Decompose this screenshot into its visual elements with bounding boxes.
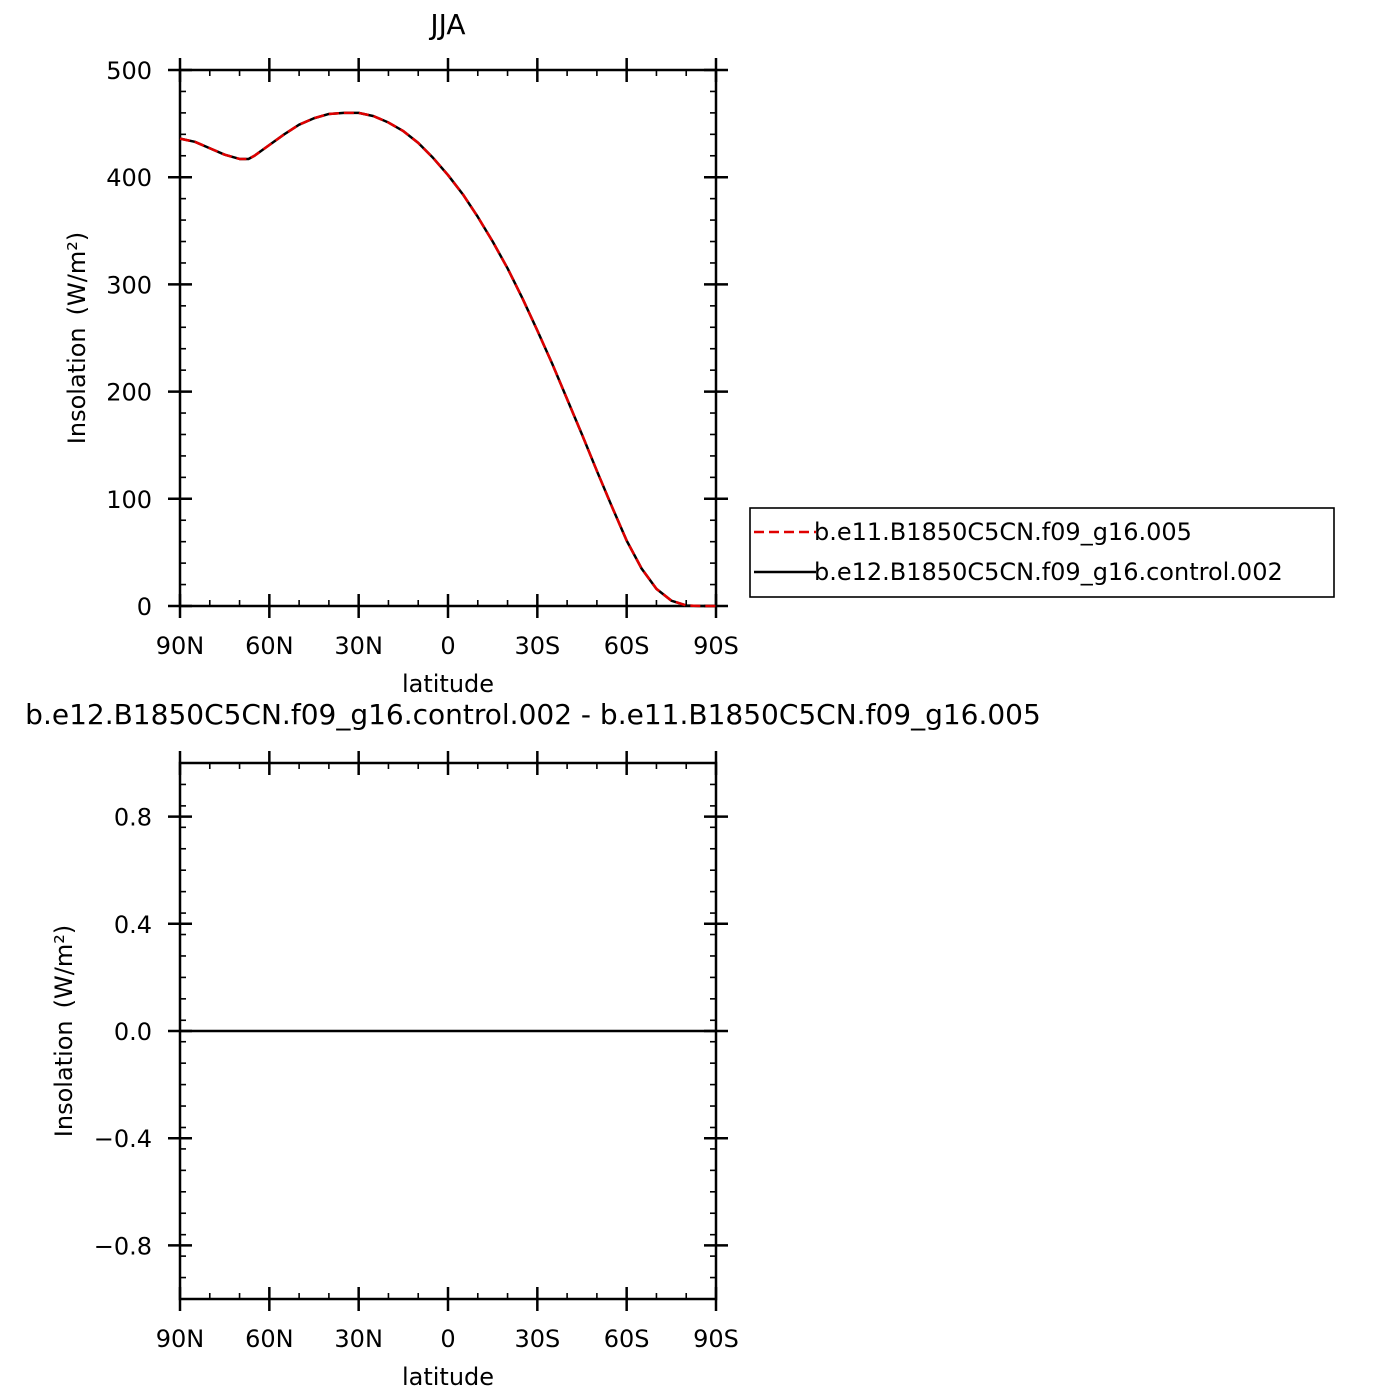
top-x-axis-label: latitude <box>402 670 494 698</box>
top-chart-title: JJA <box>428 8 465 41</box>
legend-label-series-1: b.e11.B1850C5CN.f09_g16.005 <box>814 518 1192 546</box>
bottom-y-tick-label: 0.0 <box>114 1018 152 1046</box>
bottom-y-axis-label-unit: (W/m²) <box>50 925 78 1009</box>
bottom-y-tick-label: 0.4 <box>114 911 152 939</box>
bottom-y-axis-label: Insolation (W/m²) <box>50 925 78 1137</box>
top-x-tick-label: 30S <box>514 632 560 660</box>
bottom-y-tick-label: −0.4 <box>94 1125 152 1153</box>
bottom-x-tick-label: 60S <box>604 1325 650 1353</box>
top-y-tick-label: 400 <box>106 164 152 192</box>
bottom-y-tick-label: 0.8 <box>114 804 152 832</box>
legend-label-series-2: b.e12.B1850C5CN.f09_g16.control.002 <box>814 558 1283 586</box>
top-panel: JJA 90N 60N 30N 0 30S 60S 90S0100200300400500 … <box>63 8 1335 698</box>
top-y-tick-label: 100 <box>106 486 152 514</box>
top-series-line-2 <box>179 111 716 608</box>
top-y-tick-label: 200 <box>106 379 152 407</box>
bottom-x-tick-label: 90N <box>156 1325 205 1353</box>
top-x-tick-label: 30N <box>334 632 383 660</box>
bottom-x-tick-label: 30S <box>514 1325 560 1353</box>
top-y-tick-label: 300 <box>106 271 152 299</box>
top-y-axis-label: Insolation (W/m²) <box>63 232 91 444</box>
bottom-plot-area: 90N 60N 30N 0 30S 60S 90S −0.8 −0.4 0.0 0.4 0.8 <box>94 751 739 1353</box>
bottom-x-tick-label: 0 <box>440 1325 455 1353</box>
bottom-panel: b.e12.B1850C5CN.f09_g16.control.002 - b.… <box>25 698 1041 1391</box>
bottom-x-axis-label: latitude <box>402 1363 494 1391</box>
top-plot-area: 90N 60N 30N 0 30S 60S 90S 0 100 200 300 400 500 <box>106 57 739 660</box>
top-x-tick-label: 60N <box>245 632 294 660</box>
bottom-y-axis-label-name: Insolation <box>50 1020 78 1137</box>
bottom-y-tick-label: −0.8 <box>94 1232 152 1260</box>
top-x-tick-label: 90N <box>156 632 205 660</box>
top-x-tick-label: 0 <box>440 632 455 660</box>
top-y-tick-label: 500 <box>106 57 152 85</box>
top-y-axis-label-name: Insolation <box>63 327 91 444</box>
bottom-x-tick-label: 90S <box>693 1325 739 1353</box>
top-x-tick-label: 90S <box>693 632 739 660</box>
legend-box <box>749 507 1335 598</box>
top-series-line-1 <box>179 111 716 608</box>
bottom-x-tick-label: 30N <box>334 1325 383 1353</box>
top-y-tick-label: 0 <box>137 593 152 621</box>
bottom-x-tick-label: 60N <box>245 1325 294 1353</box>
legend: b.e11.B1850C5CN.f09_g16.005 b.e12.B1850C… <box>749 507 1335 598</box>
top-y-axis-label-unit: (W/m²) <box>63 232 91 316</box>
top-x-tick-label: 60S <box>604 632 650 660</box>
bottom-chart-title: b.e12.B1850C5CN.f09_g16.control.002 - b.… <box>25 698 1041 731</box>
